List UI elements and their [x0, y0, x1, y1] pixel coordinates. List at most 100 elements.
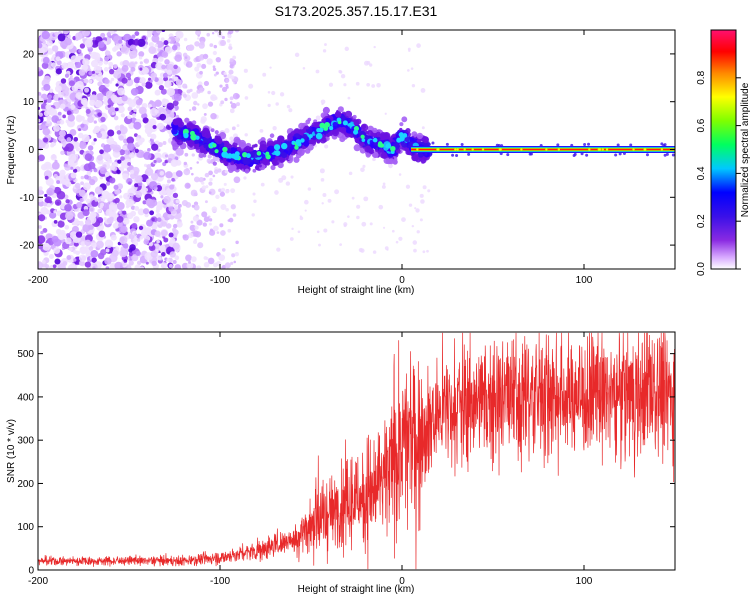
spectrogram-cell — [84, 87, 90, 93]
spectrogram-cell — [223, 71, 227, 76]
spectrogram-cell — [175, 170, 183, 177]
spectrogram-cell — [199, 70, 203, 75]
spectrogram-cell — [437, 148, 440, 151]
spectrogram-cell — [348, 118, 352, 122]
spectrogram-cell — [230, 75, 235, 80]
spectrogram-cell — [497, 144, 501, 148]
spectrogram-cell — [41, 30, 50, 40]
spectrogram-cell — [131, 222, 138, 229]
spectrogram-cell — [211, 206, 218, 213]
spectrogram-cell — [133, 77, 141, 84]
spectrogram-cell — [187, 232, 194, 239]
spectrogram-ytick-label: 0 — [28, 145, 34, 156]
spectrogram-cell — [197, 103, 200, 106]
spectrogram-cell — [85, 198, 91, 204]
spectrogram-cell — [244, 96, 249, 100]
spectrogram-cell — [183, 132, 189, 139]
spectrogram-cell — [171, 66, 179, 75]
spectrogram-cell — [57, 33, 66, 42]
spectrogram-cell — [128, 252, 133, 257]
spectrogram-cell — [93, 138, 97, 142]
spectrogram-cell — [360, 167, 365, 173]
spectrogram-cell — [110, 94, 118, 102]
spectrogram-cell — [203, 143, 209, 149]
spectrogram-cell — [174, 54, 182, 62]
spectrogram-cell — [320, 178, 325, 182]
spectrogram-cell — [93, 127, 100, 134]
spectrogram-cell — [112, 222, 119, 229]
spectrogram-cell — [408, 49, 411, 52]
spectrogram-cell — [53, 210, 57, 214]
spectrogram-cell — [84, 39, 94, 48]
spectrogram-cell — [137, 208, 145, 216]
spectrogram-cell — [267, 103, 271, 108]
spectrogram-cell — [269, 66, 272, 69]
spectrogram-cell — [114, 261, 123, 269]
spectrogram-cell — [220, 100, 225, 105]
spectrogram-cell — [353, 120, 359, 126]
spectrogram-cell — [225, 189, 230, 194]
spectrogram-cell — [38, 261, 44, 269]
spectrogram-cell — [59, 169, 66, 176]
spectrogram-cell — [252, 192, 256, 196]
spectrogram-cell — [49, 108, 58, 117]
snr-frame — [37, 331, 676, 571]
spectrogram-cell — [233, 136, 241, 144]
snr-ylabel: SNR (10 * v/v) — [6, 419, 17, 483]
spectrogram-cell — [580, 152, 584, 156]
spectrogram-cell — [111, 112, 115, 116]
spectrogram-cell — [315, 132, 323, 140]
spectrogram-cell — [221, 35, 225, 40]
spectrogram-cell — [92, 266, 96, 269]
spectrogram-cell — [135, 250, 141, 257]
spectrogram-cell — [151, 143, 159, 151]
spectrogram-cell — [193, 204, 200, 211]
spectrogram-cell — [91, 70, 96, 74]
spectrogram-cell — [421, 136, 429, 144]
spectrogram-cell — [622, 151, 626, 155]
spectrogram-cell — [118, 135, 124, 141]
spectrogram-cell — [298, 122, 305, 130]
spectrogram-cell — [112, 47, 117, 52]
spectrogram-cell — [194, 238, 197, 242]
spectrogram-cell — [377, 142, 383, 148]
spectrogram-cell — [103, 153, 111, 161]
spectrogram-cell — [355, 81, 360, 86]
spectrogram-cell — [108, 68, 115, 75]
spectrogram-cell — [421, 126, 425, 130]
spectrogram-cell — [215, 71, 219, 75]
spectrogram-cell — [388, 163, 393, 169]
spectrogram-cell — [285, 181, 291, 186]
spectrogram-cell — [376, 131, 381, 136]
spectrogram-cell — [395, 240, 399, 244]
spectrogram-cell — [38, 97, 45, 105]
spectrogram-plot-area — [38, 30, 675, 269]
spectrogram-cell — [156, 122, 164, 130]
spectrogram-cell — [204, 200, 208, 204]
spectrogram-cell — [107, 104, 111, 108]
spectrogram-cell — [213, 73, 217, 77]
spectrogram-cell — [46, 98, 52, 104]
spectrogram-cell — [65, 199, 70, 204]
spectrogram-cell — [115, 83, 119, 87]
snr-ytick-label: 200 — [17, 479, 34, 490]
spectrogram-cell — [307, 117, 312, 122]
spectrogram-cell — [187, 139, 195, 147]
spectrogram-cell — [51, 235, 59, 243]
spectrogram-cell — [426, 249, 429, 253]
spectrogram-cell — [356, 204, 361, 209]
spectrogram-cell — [203, 216, 210, 223]
spectrogram-cell — [211, 32, 215, 35]
spectrogram-cell — [93, 120, 97, 124]
spectrogram-tone-band — [411, 149, 675, 150]
spectrogram-cell — [328, 82, 334, 87]
spectrogram-cell — [82, 38, 86, 42]
spectrogram-cell — [236, 124, 240, 128]
spectrogram-cell — [198, 177, 204, 183]
spectrogram-cell — [416, 132, 424, 140]
spectrogram-cell — [154, 77, 159, 83]
spectrogram-cell — [130, 66, 136, 72]
spectrogram-cell — [416, 139, 420, 143]
spectrogram-cell — [207, 257, 215, 265]
spectrogram-cell — [201, 132, 207, 138]
